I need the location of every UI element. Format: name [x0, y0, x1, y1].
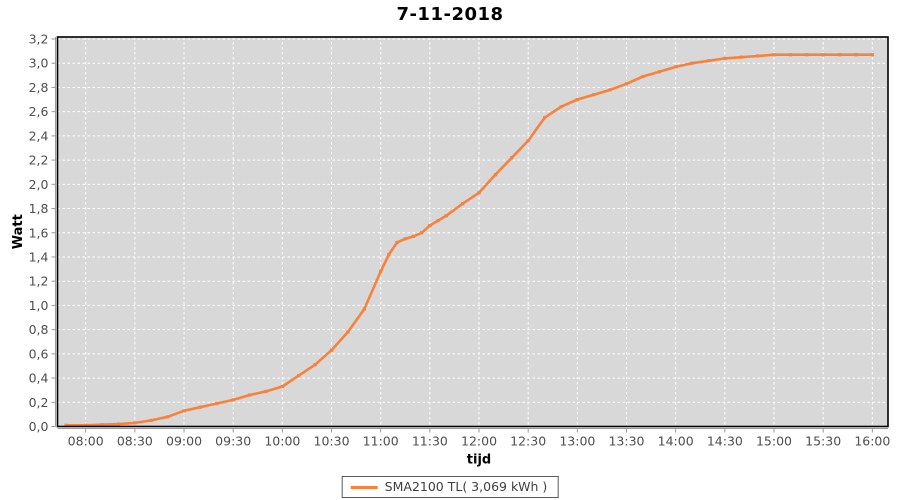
x-tick-label: 14:00 — [658, 434, 694, 449]
y-tick-label: 0,8 — [29, 322, 49, 337]
x-axis-title: tijd — [467, 453, 491, 468]
y-axis-title: Watt — [11, 214, 26, 249]
x-tick-label: 09:00 — [166, 434, 202, 449]
y-tick-label: 2,8 — [29, 80, 49, 95]
y-tick-label: 1,2 — [29, 274, 49, 289]
y-tick-label: 1,6 — [29, 225, 49, 240]
y-tick-label: 2,2 — [29, 153, 49, 168]
x-tick-label: 09:30 — [215, 434, 251, 449]
legend: SMA2100 TL( 3,069 kWh ) — [341, 476, 559, 498]
legend-series-label: SMA2100 TL( 3,069 kWh ) — [384, 479, 548, 494]
axis-ticks — [51, 37, 888, 433]
y-tick-label: 3,2 — [29, 32, 49, 47]
x-tick-label: 14:30 — [707, 434, 743, 449]
x-tick-label: 12:30 — [510, 434, 546, 449]
x-tick-label: 15:00 — [756, 434, 792, 449]
series-line — [64, 53, 874, 427]
x-tick-label: 11:30 — [412, 434, 448, 449]
x-tick-label: 11:00 — [363, 434, 399, 449]
x-tick-label: 12:00 — [461, 434, 497, 449]
y-tick-label: 0,0 — [29, 419, 49, 434]
plot-border — [56, 36, 889, 428]
tick-labels: 08:00 08:30 09:00 09:30 10:00 10:30 11:00 11:30… — [29, 32, 891, 449]
x-tick-label: 10:00 — [264, 434, 300, 449]
plot-background — [57, 37, 888, 427]
x-tick-label: 16:00 — [854, 434, 890, 449]
series-point-markers — [64, 53, 874, 427]
y-tick-label: 1,4 — [29, 249, 49, 264]
x-tick-label: 08:00 — [68, 434, 104, 449]
x-tick-label: 13:30 — [608, 434, 644, 449]
x-tick-label: 08:30 — [117, 434, 153, 449]
y-tick-label: 1,8 — [29, 201, 49, 216]
y-tick-label: 2,6 — [29, 104, 49, 119]
x-tick-label: 15:30 — [805, 434, 841, 449]
x-tick-label: 10:30 — [314, 434, 350, 449]
y-tick-label: 1,0 — [29, 298, 49, 313]
chart-title: 7-11-2018 — [396, 4, 504, 25]
x-tick-label: 13:00 — [559, 434, 595, 449]
y-tick-label: 3,0 — [29, 56, 49, 71]
y-tick-label: 0,6 — [29, 346, 49, 361]
y-tick-label: 0,4 — [29, 371, 49, 386]
legend-series-swatch — [350, 485, 378, 489]
y-tick-label: 2,0 — [29, 177, 49, 192]
y-tick-label: 2,4 — [29, 128, 49, 143]
y-tick-label: 0,2 — [29, 395, 49, 410]
